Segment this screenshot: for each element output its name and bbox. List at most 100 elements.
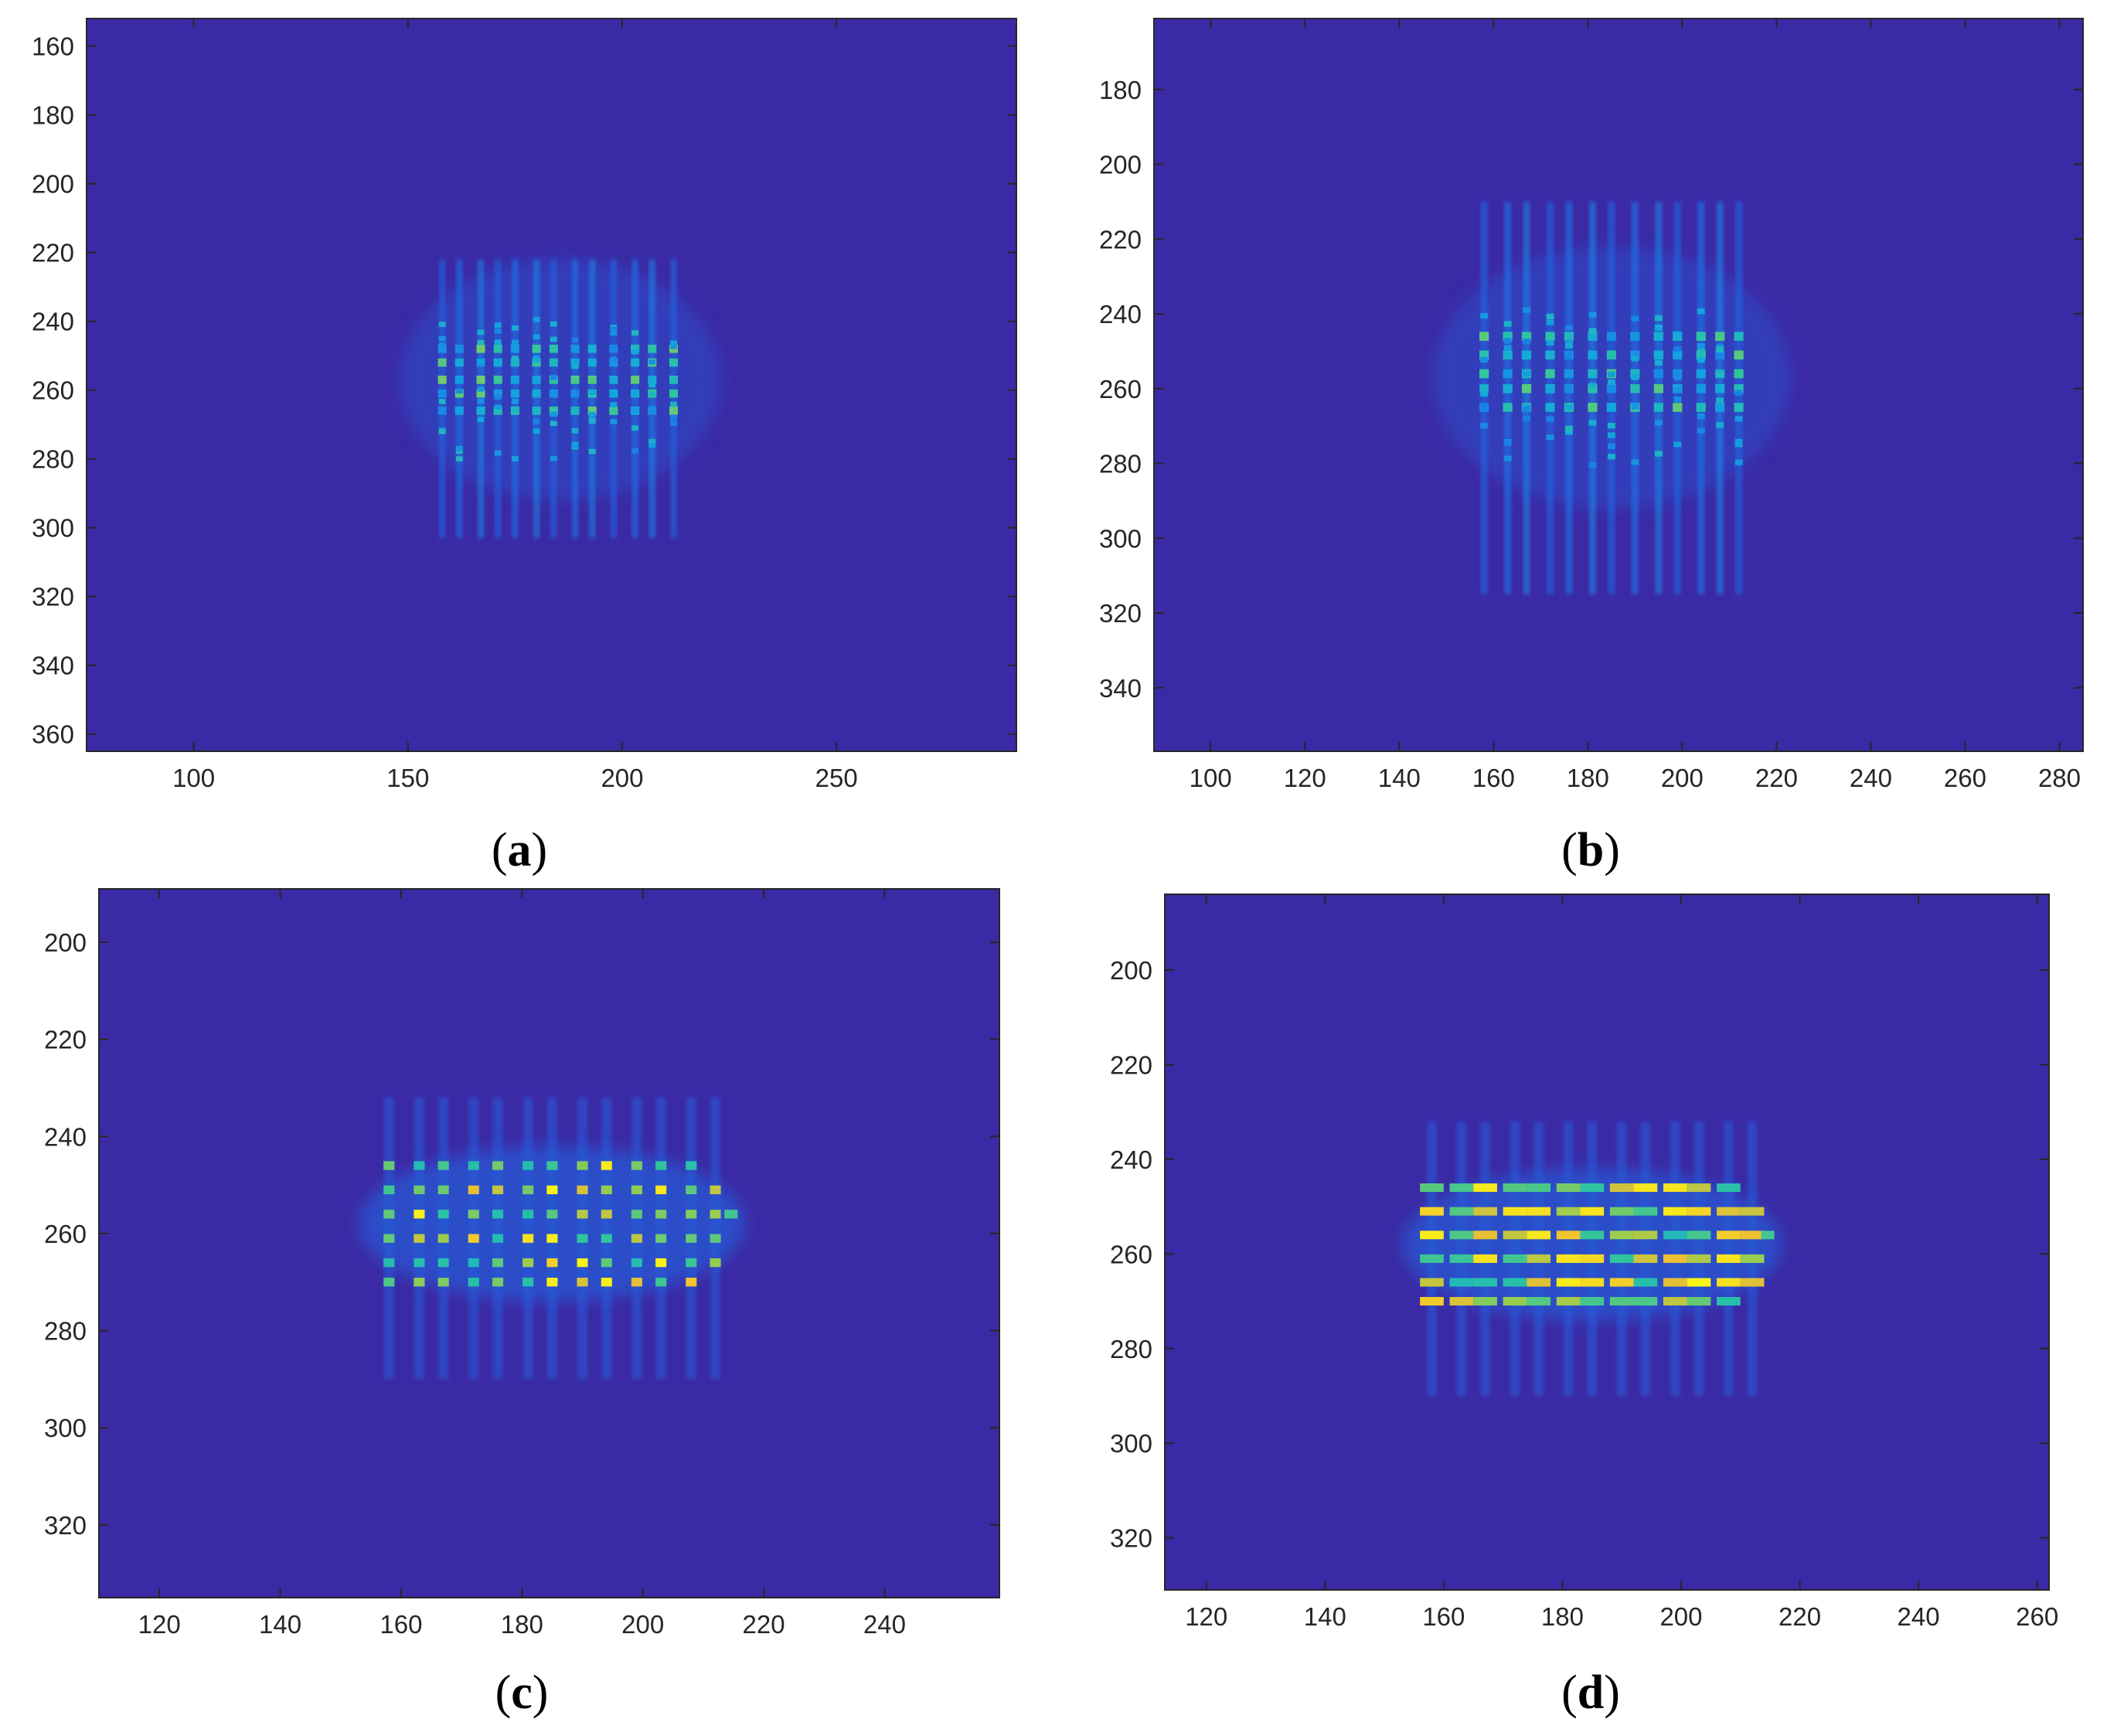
spot-mark (601, 1258, 612, 1268)
speckle-mark (588, 411, 596, 417)
axes-box (86, 18, 1017, 752)
spot-mark (1527, 1207, 1551, 1216)
x-tick-label: 200 (1659, 1602, 1702, 1631)
y-tick-label: 300 (1110, 1429, 1152, 1458)
spot-mark (492, 1210, 504, 1219)
x-tick-label: 220 (743, 1610, 785, 1639)
spot-mark (468, 1234, 479, 1243)
spot-mark (1503, 1183, 1527, 1193)
speckle-mark (1630, 369, 1640, 379)
spot-mark (492, 1234, 504, 1243)
spot-mark (724, 1210, 738, 1219)
speckle-mark (1545, 369, 1555, 379)
spot-mark (414, 1258, 425, 1268)
y-tick-label: 260 (44, 1220, 87, 1248)
speckle-mark (438, 342, 446, 348)
speckle-mark (1588, 311, 1597, 318)
spot-mark (546, 1278, 558, 1287)
speckle-mark (549, 344, 558, 353)
panel-c: 120 140 160 180 200 220 240 200 220 240 260 280 300 3… (44, 888, 1000, 1719)
x-tick-label: 280 (2038, 764, 2081, 792)
y-tick-label: 180 (1099, 76, 1142, 104)
speckle-mark (1503, 369, 1513, 379)
y-tick-label: 340 (32, 652, 74, 680)
speckle-mark (1523, 307, 1530, 313)
spot-mark (1717, 1231, 1741, 1240)
speckle-mark (511, 339, 519, 345)
y-tick-label: 260 (1110, 1240, 1152, 1268)
spot-mark (414, 1210, 425, 1219)
spot-mark (1740, 1207, 1765, 1216)
y-tick-label: 200 (44, 928, 87, 957)
spot-mark (468, 1278, 479, 1287)
speckle-mark (631, 349, 639, 355)
x-tick-label: 160 (1472, 764, 1515, 792)
spot-mark (437, 1210, 449, 1219)
fringe-stripe (439, 259, 446, 539)
speckle-mark (1653, 332, 1663, 341)
spot-mark (1473, 1278, 1497, 1287)
spot-mark (414, 1161, 425, 1170)
speckle-mark (532, 375, 541, 384)
spot-mark (437, 1234, 449, 1243)
fringe-stripe (648, 259, 655, 539)
speckle-mark (1479, 403, 1489, 412)
panel-letter: c (511, 1666, 533, 1719)
speckle-mark (609, 344, 618, 353)
spot-mark (655, 1185, 667, 1195)
speckle-mark (1734, 369, 1744, 379)
speckle-mark (609, 407, 618, 415)
fringe-stripe (1655, 202, 1663, 594)
spot-mark (522, 1234, 534, 1243)
speckle-mark (631, 330, 639, 336)
speckle-mark (1654, 420, 1663, 426)
speckle-mark (570, 389, 580, 398)
y-tick-label: 320 (44, 1511, 87, 1540)
speckle-mark (1523, 407, 1530, 413)
speckle-mark (631, 407, 639, 414)
spot-mark (1420, 1183, 1444, 1193)
spot-mark (492, 1161, 504, 1170)
spot-mark (1687, 1183, 1711, 1193)
fringe-stripe (631, 259, 638, 539)
spot-mark (437, 1161, 449, 1170)
speckle-mark (1696, 332, 1706, 341)
fringe-stripe (611, 259, 617, 539)
speckle-mark (1588, 328, 1597, 334)
y-tick-label: 200 (32, 170, 74, 199)
speckle-mark (571, 441, 579, 448)
speckle-mark (1479, 350, 1489, 360)
speckle-mark (587, 375, 597, 384)
spot-mark (631, 1210, 642, 1219)
spot-mark (437, 1185, 449, 1195)
spot-mark (1473, 1183, 1497, 1193)
speckle-mark (1565, 342, 1573, 349)
speckle-mark (570, 344, 580, 353)
spot-mark (1609, 1207, 1634, 1216)
spot-mark (601, 1185, 612, 1195)
speckle-mark (454, 375, 464, 384)
spot-mark (631, 1161, 642, 1170)
speckle-mark (648, 382, 656, 388)
speckle-mark (1503, 350, 1513, 360)
speckle-mark (511, 398, 519, 404)
speckle-mark (570, 375, 580, 384)
speckle-mark (669, 389, 679, 398)
y-tick-label: 280 (1099, 450, 1142, 478)
spot-mark (492, 1278, 504, 1287)
speckle-mark (493, 375, 502, 384)
speckle-mark (587, 358, 597, 367)
axes-box (1164, 894, 2050, 1591)
speckle-mark (1521, 350, 1532, 360)
spot-mark (631, 1185, 642, 1195)
speckle-mark (1654, 315, 1663, 322)
speckle-mark (549, 407, 558, 415)
speckle-mark (476, 344, 485, 353)
speckle-mark (1546, 416, 1554, 422)
speckle-mark (670, 401, 677, 407)
spot-mark (414, 1185, 425, 1195)
speckle-mark (511, 406, 519, 412)
x-tick-label: 120 (1185, 1602, 1227, 1631)
speckle-mark (454, 407, 464, 415)
